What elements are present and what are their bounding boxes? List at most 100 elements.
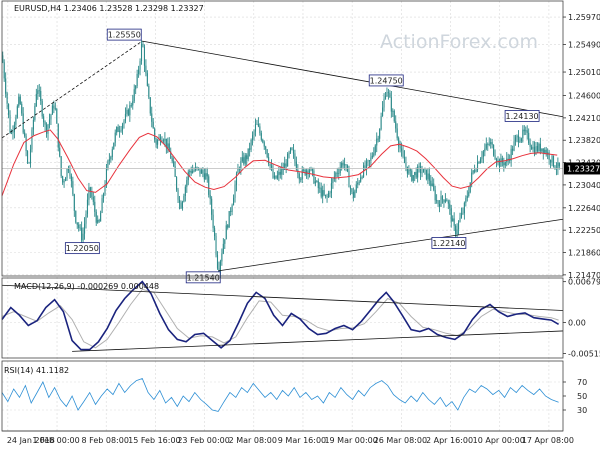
candle <box>352 187 354 202</box>
candle-body <box>548 152 550 160</box>
candle <box>19 94 21 105</box>
candle <box>278 166 280 182</box>
candle-body <box>127 109 129 116</box>
candle <box>22 107 24 135</box>
candle-body <box>377 138 379 140</box>
candle <box>143 44 145 72</box>
candle-body <box>509 159 511 161</box>
candle <box>3 59 5 82</box>
candle <box>243 152 245 166</box>
candle <box>12 125 14 140</box>
price-tick-label: 1.24210 <box>568 114 600 123</box>
candle-body <box>344 164 346 166</box>
candle <box>504 161 506 169</box>
candle <box>205 167 207 180</box>
candle-body <box>252 135 254 140</box>
candle <box>485 137 487 151</box>
candle <box>345 163 347 172</box>
candle-body <box>250 139 252 150</box>
candle <box>386 87 388 98</box>
candle <box>306 168 308 179</box>
candle <box>124 107 126 124</box>
candle <box>13 121 15 139</box>
x-tick-label: 10 Apr 00:00 <box>473 436 525 445</box>
candle <box>342 159 344 169</box>
candle <box>69 165 71 179</box>
candle-body <box>507 158 509 160</box>
candle <box>488 137 490 147</box>
candle-body <box>422 169 425 173</box>
candle-body <box>403 156 406 164</box>
candle <box>417 164 419 183</box>
candle <box>316 180 318 183</box>
candle <box>67 165 70 174</box>
candle <box>533 141 536 157</box>
candle <box>376 132 378 153</box>
candle-body <box>291 147 293 150</box>
candle-body <box>178 199 181 203</box>
candle-body <box>538 143 540 151</box>
candle-body <box>415 171 417 178</box>
candle-body <box>240 161 242 170</box>
candle <box>132 94 134 110</box>
candle-body <box>221 253 223 262</box>
candle-body <box>348 171 350 188</box>
candle-body <box>19 96 21 104</box>
candle-body <box>379 129 381 139</box>
candle-body <box>380 116 382 130</box>
rsi-line <box>1 377 559 412</box>
candle <box>238 166 240 173</box>
candle <box>317 178 319 194</box>
candle <box>402 145 404 159</box>
candle-body <box>441 196 444 200</box>
candle-body <box>110 156 112 160</box>
candle-body <box>117 127 119 132</box>
candle <box>126 104 128 117</box>
candle <box>266 148 268 159</box>
candle <box>503 157 505 172</box>
candle-body <box>427 173 429 180</box>
candle <box>211 196 213 221</box>
candle-body <box>482 151 484 157</box>
candle <box>520 137 522 143</box>
candle <box>281 162 283 180</box>
candle <box>79 224 81 231</box>
candle <box>392 108 394 117</box>
candle-body <box>522 129 524 139</box>
candle <box>434 185 436 204</box>
candle <box>224 239 226 249</box>
candle-body <box>197 167 200 169</box>
candle-body <box>357 182 359 185</box>
candle <box>222 238 224 255</box>
candle-body <box>268 157 270 165</box>
candle <box>497 156 499 166</box>
candle <box>164 132 166 147</box>
x-tick-label: 2 Mar 08:00 <box>229 436 277 445</box>
candle-body <box>528 132 530 144</box>
candle-body <box>278 171 280 176</box>
candle-body <box>523 129 525 132</box>
candle-body <box>495 159 498 163</box>
candle-body <box>401 148 403 151</box>
candle-body <box>48 119 51 125</box>
candle <box>460 207 463 219</box>
candle-body <box>440 196 442 207</box>
candle-body <box>284 163 286 170</box>
candle <box>472 169 474 175</box>
candle <box>371 152 373 160</box>
candle-body <box>60 156 62 177</box>
candle-body <box>510 148 512 161</box>
candle-body <box>62 176 64 183</box>
candle-body <box>433 183 435 190</box>
candle <box>439 200 441 213</box>
candle <box>221 248 223 266</box>
candle <box>498 158 500 173</box>
candle-body <box>28 162 30 164</box>
candle-body <box>465 198 467 203</box>
annotation-box <box>106 28 142 41</box>
macd-header: MACD(12,26,9) -0.000269 0.000448 <box>14 282 159 291</box>
price-tick-label: 1.24600 <box>568 92 600 101</box>
candle-body <box>222 243 224 254</box>
candle <box>139 58 141 76</box>
